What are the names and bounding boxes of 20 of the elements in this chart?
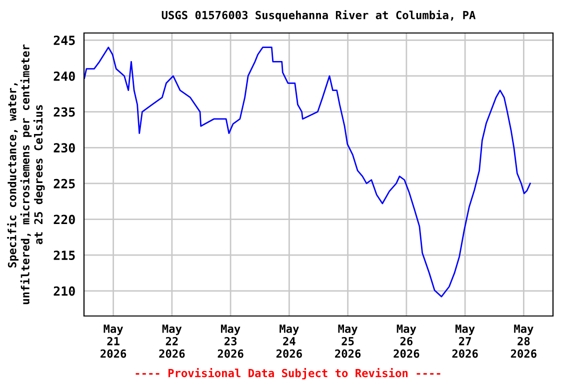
- line-series: [84, 46, 531, 298]
- y-axis-title: Specific conductance, water, unfiltered, microsiemens per centimeter at 25 degrees Celsius: [7, 44, 45, 304]
- y-tick-label: 235: [54, 107, 75, 117]
- x-tick-label: May 23 2026: [218, 324, 244, 358]
- y-tick-label: 215: [54, 250, 75, 260]
- x-tick-label: May 21 2026: [100, 324, 126, 358]
- y-tick-label: 230: [54, 143, 75, 153]
- y-tick-label: 220: [54, 214, 75, 224]
- x-tick-label: May 25 2026: [335, 324, 361, 358]
- x-tick-label: May 27 2026: [452, 324, 478, 358]
- x-tick-label: May 28 2026: [510, 324, 536, 358]
- x-tick-label: May 26 2026: [394, 324, 420, 358]
- text: ---- Provisional Data Subject to Revision ----: [136, 368, 440, 380]
- y-tick-label: 245: [54, 36, 75, 46]
- y-tick-label: 225: [54, 178, 75, 188]
- x-tick-label: May 24 2026: [276, 324, 302, 358]
- y-tick-label: 210: [54, 286, 75, 296]
- y-tick-label: 240: [54, 71, 75, 81]
- x-tick-label: May 22 2026: [159, 324, 185, 358]
- chart-title: USGS 01576003 Susquehanna River at Columbia, PA: [162, 10, 476, 22]
